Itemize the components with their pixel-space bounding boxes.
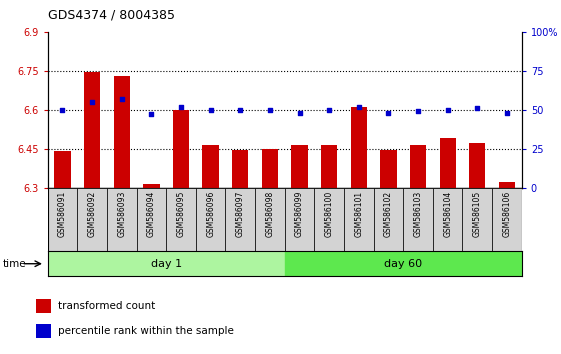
Point (473, 105, 482, 111)
Bar (321, 145, 337, 188)
FancyBboxPatch shape (374, 188, 403, 251)
FancyBboxPatch shape (136, 188, 166, 251)
Text: percentile rank within the sample: percentile rank within the sample (58, 326, 234, 336)
Text: transformed count: transformed count (58, 301, 155, 311)
Text: GSM586091: GSM586091 (58, 191, 67, 237)
Text: GSM586099: GSM586099 (295, 191, 304, 237)
FancyBboxPatch shape (255, 188, 284, 251)
Bar (114, 76, 130, 188)
Bar (173, 110, 189, 188)
Bar (36, 299, 51, 313)
Point (295, 110, 304, 116)
FancyBboxPatch shape (492, 188, 522, 251)
Text: GSM586101: GSM586101 (355, 191, 364, 237)
Text: GSM586094: GSM586094 (147, 191, 156, 237)
FancyBboxPatch shape (196, 188, 226, 251)
Text: day 1: day 1 (151, 259, 182, 269)
Point (147, 112, 156, 117)
Bar (439, 138, 456, 188)
Bar (469, 143, 485, 188)
Bar (203, 145, 219, 188)
Bar (351, 107, 367, 188)
Point (265, 107, 274, 113)
Bar (410, 145, 426, 188)
Point (413, 108, 422, 114)
Text: GSM586097: GSM586097 (236, 191, 245, 237)
FancyBboxPatch shape (107, 188, 136, 251)
Bar (54, 151, 71, 188)
FancyBboxPatch shape (77, 188, 107, 251)
Text: GSM586104: GSM586104 (443, 191, 452, 237)
FancyBboxPatch shape (344, 188, 374, 251)
Text: GSM586096: GSM586096 (206, 191, 215, 237)
FancyBboxPatch shape (433, 188, 462, 251)
Bar (291, 145, 307, 188)
Text: GSM586095: GSM586095 (177, 191, 186, 237)
Text: GSM586100: GSM586100 (325, 191, 334, 237)
FancyBboxPatch shape (314, 188, 344, 251)
Point (58, 107, 67, 113)
Text: GSM586103: GSM586103 (413, 191, 422, 237)
Text: GSM586098: GSM586098 (265, 191, 274, 237)
Point (325, 107, 334, 113)
Bar (262, 149, 278, 188)
FancyBboxPatch shape (403, 188, 433, 251)
Point (177, 104, 186, 109)
Text: GDS4374 / 8004385: GDS4374 / 8004385 (48, 8, 174, 21)
Point (206, 107, 215, 113)
FancyBboxPatch shape (284, 188, 314, 251)
Text: day 60: day 60 (384, 259, 422, 269)
Bar (232, 150, 249, 188)
Point (503, 110, 512, 116)
Point (355, 104, 364, 109)
Bar (36, 324, 51, 338)
FancyBboxPatch shape (166, 188, 196, 251)
Bar (143, 184, 159, 188)
Point (236, 107, 245, 113)
Text: GSM586105: GSM586105 (473, 191, 482, 237)
FancyBboxPatch shape (48, 188, 77, 251)
FancyBboxPatch shape (226, 188, 255, 251)
Text: time: time (3, 259, 26, 269)
Point (443, 107, 452, 113)
FancyBboxPatch shape (462, 188, 492, 251)
Bar (499, 182, 515, 188)
Text: GSM586102: GSM586102 (384, 191, 393, 237)
Text: GSM586092: GSM586092 (88, 191, 96, 237)
Point (117, 96, 126, 102)
Point (384, 110, 393, 116)
Bar (380, 150, 397, 188)
Text: GSM586106: GSM586106 (503, 191, 512, 237)
Bar (84, 72, 100, 188)
Point (88, 99, 96, 105)
Text: GSM586093: GSM586093 (117, 191, 126, 237)
